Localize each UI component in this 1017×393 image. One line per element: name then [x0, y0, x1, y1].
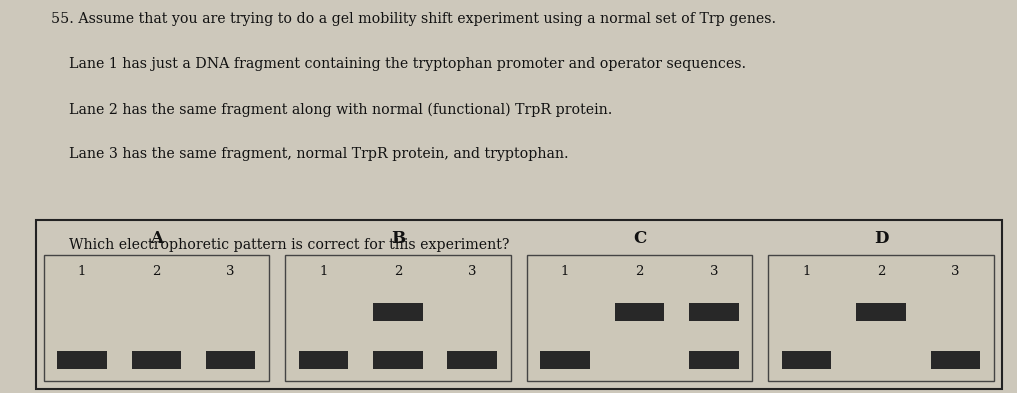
Bar — [36, 220, 1002, 389]
Text: 1: 1 — [802, 265, 811, 278]
Text: Lane 3 has the same fragment, normal TrpR protein, and tryptophan.: Lane 3 has the same fragment, normal Trp… — [51, 147, 569, 162]
Bar — [769, 255, 994, 381]
Text: 1: 1 — [78, 265, 86, 278]
Text: 3: 3 — [951, 265, 960, 278]
Text: 3: 3 — [227, 265, 235, 278]
Text: D: D — [874, 230, 888, 247]
Text: C: C — [633, 230, 646, 247]
Text: A: A — [149, 230, 163, 247]
Bar — [856, 303, 906, 321]
Bar — [299, 351, 349, 369]
Text: 55. Assume that you are trying to do a gel mobility shift experiment using a nor: 55. Assume that you are trying to do a g… — [51, 12, 776, 26]
Text: 3: 3 — [710, 265, 718, 278]
Text: Lane 1 has just a DNA fragment containing the tryptophan promoter and operator s: Lane 1 has just a DNA fragment containin… — [51, 57, 746, 71]
Bar — [373, 351, 423, 369]
Bar — [373, 303, 423, 321]
Bar — [689, 303, 738, 321]
Bar — [931, 351, 980, 369]
Bar — [205, 351, 255, 369]
Bar — [614, 303, 664, 321]
Bar — [447, 351, 497, 369]
Text: 3: 3 — [468, 265, 477, 278]
Bar — [285, 255, 511, 381]
Text: 2: 2 — [153, 265, 161, 278]
Bar — [689, 351, 738, 369]
Text: 2: 2 — [394, 265, 402, 278]
Text: Lane 2 has the same fragment along with normal (functional) TrpR protein.: Lane 2 has the same fragment along with … — [51, 102, 612, 117]
Text: Which electrophoretic pattern is correct for this experiment?: Which electrophoretic pattern is correct… — [51, 238, 510, 252]
Bar — [44, 255, 268, 381]
Text: 2: 2 — [877, 265, 885, 278]
Bar — [540, 351, 590, 369]
Text: 1: 1 — [319, 265, 327, 278]
Text: B: B — [391, 230, 405, 247]
Text: 1: 1 — [561, 265, 570, 278]
Bar — [527, 255, 753, 381]
Bar — [57, 351, 107, 369]
Bar — [782, 351, 832, 369]
Bar — [131, 351, 181, 369]
Text: 2: 2 — [636, 265, 644, 278]
